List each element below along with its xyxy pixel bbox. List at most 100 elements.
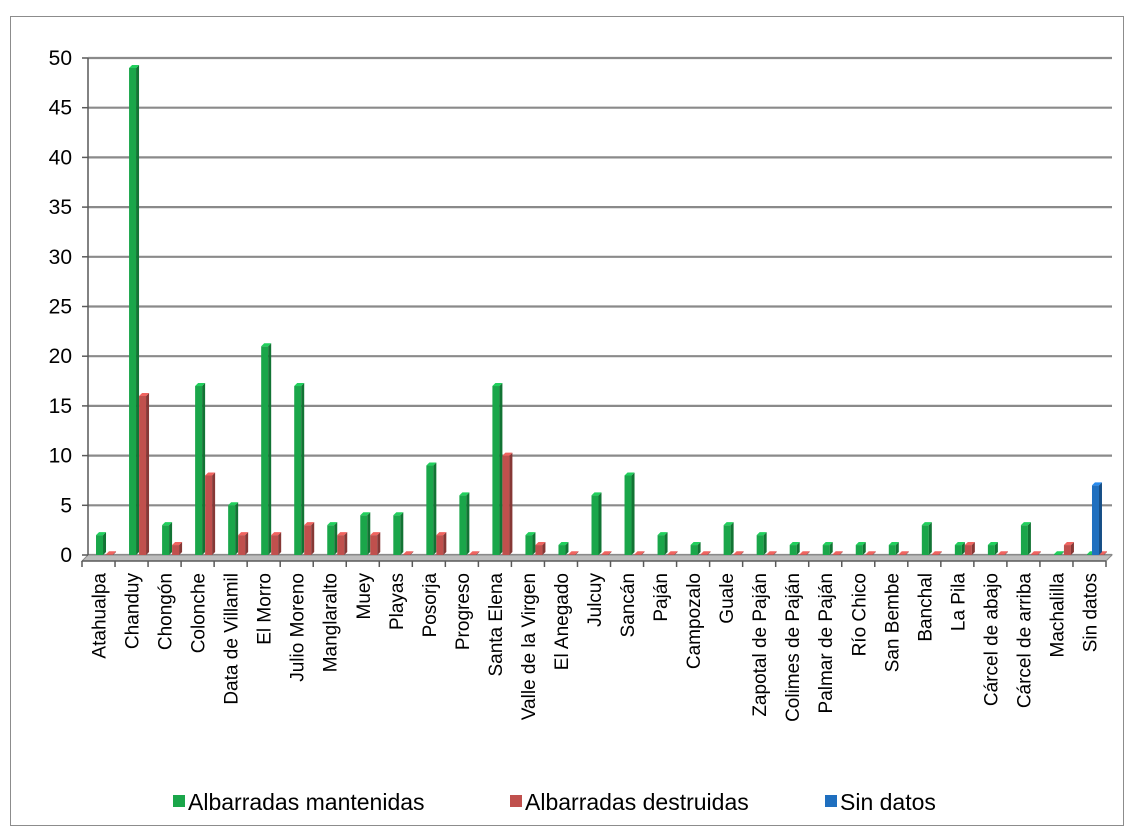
category-label-progreso: Progreso xyxy=(453,573,474,650)
bar-side xyxy=(1004,551,1008,555)
bar-front xyxy=(733,554,741,555)
y-tick-label-35: 35 xyxy=(49,196,72,219)
category-label-valle-de-la-virgen: Valle de la Virgen xyxy=(519,573,540,720)
bar-front xyxy=(723,525,731,555)
bar-front xyxy=(700,554,708,555)
bar-side xyxy=(641,551,645,555)
bar-side xyxy=(839,551,843,555)
bar-albarradas-mantenidas-colimes-de-pajan xyxy=(789,542,800,555)
bar-side xyxy=(905,551,909,555)
bar-albarradas-destruidas-pajan xyxy=(667,551,678,555)
category-label-colimes-de-pajan: Colimes de Paján xyxy=(783,573,804,722)
bar-top xyxy=(525,532,536,536)
bar-top xyxy=(855,542,866,546)
bar-front xyxy=(964,545,972,555)
bar-side xyxy=(1103,551,1107,555)
bar-top xyxy=(789,542,800,546)
bar-front xyxy=(1096,554,1104,555)
bar-albarradas-mantenidas-julcuy xyxy=(591,492,602,555)
bar-albarradas-destruidas-machalilla xyxy=(1063,542,1074,555)
grid-lines xyxy=(88,56,1112,557)
bar-front xyxy=(954,545,962,555)
bar-top xyxy=(294,383,305,387)
bar-top xyxy=(756,532,767,536)
bar-albarradas-mantenidas-la-pila xyxy=(954,542,965,555)
legend-item-sin-datos: Sin datos xyxy=(825,789,936,815)
bar-side xyxy=(202,383,206,555)
bar-front xyxy=(502,455,510,555)
bar-side xyxy=(377,532,381,555)
bar-albarradas-destruidas-el-morro xyxy=(271,532,282,555)
bar-top xyxy=(1020,522,1031,526)
bar-side xyxy=(608,551,612,555)
y-tick-label-50: 50 xyxy=(49,47,72,70)
category-label-guale: Guale xyxy=(717,573,738,624)
bar-top xyxy=(898,551,909,555)
category-label-rio-chico: Río Chico xyxy=(849,573,870,656)
category-label-julio-moreno: Julio Moreno xyxy=(288,573,309,682)
bar-albarradas-destruidas-posorja xyxy=(436,532,447,555)
bar-albarradas-destruidas-rio-chico xyxy=(865,551,876,555)
bar-side xyxy=(410,551,414,555)
bar-front xyxy=(568,554,576,555)
bar-side xyxy=(509,452,513,555)
bar-side xyxy=(367,512,371,555)
bar-albarradas-mantenidas-palmar-de-pajan xyxy=(822,542,833,555)
y-tick-label-0: 0 xyxy=(60,544,72,567)
axes xyxy=(80,57,1114,567)
category-label-manglaralto: Manglaralto xyxy=(321,573,342,672)
bar-side xyxy=(334,522,338,555)
bar-top xyxy=(261,343,272,347)
bar-front xyxy=(492,386,500,555)
bar-top xyxy=(1053,551,1064,555)
bar-side xyxy=(1070,542,1074,555)
bar-front xyxy=(172,545,180,555)
bar-front xyxy=(667,554,675,555)
bar-top xyxy=(535,542,546,546)
bar-top xyxy=(172,542,183,546)
bar-top xyxy=(327,522,338,526)
bar-albarradas-mantenidas-manglaralto xyxy=(327,522,338,555)
bar-top xyxy=(921,522,932,526)
bar-albarradas-mantenidas-zapotal-de-pajan xyxy=(756,532,767,555)
bar-top xyxy=(657,532,668,536)
bar-side xyxy=(707,551,711,555)
bar-top xyxy=(667,551,678,555)
category-label-banchal: Banchal xyxy=(915,573,936,642)
bar-top xyxy=(304,522,315,526)
bar-front xyxy=(789,545,797,555)
bar-side xyxy=(443,532,447,555)
bar-front xyxy=(591,495,599,555)
bar-albarradas-destruidas-chongon xyxy=(172,542,183,555)
bar-side xyxy=(928,522,932,555)
bar-albarradas-destruidas-zapotal-de-pajan xyxy=(766,551,777,555)
bar-front xyxy=(756,535,764,555)
bar-top xyxy=(492,383,503,387)
bar-front xyxy=(261,346,269,555)
bar-top xyxy=(733,551,744,555)
bar-top xyxy=(436,532,447,536)
bar-albarradas-destruidas-santa-elena xyxy=(502,452,513,555)
bar-side xyxy=(664,532,668,555)
bar-side xyxy=(971,542,975,555)
bar-front xyxy=(987,545,995,555)
bar-top xyxy=(106,551,117,555)
bar-top xyxy=(997,551,1008,555)
category-label-chanduy: Chanduy xyxy=(123,573,144,650)
bar-side xyxy=(763,532,767,555)
bar-top xyxy=(228,502,239,506)
legend-label: Sin datos xyxy=(840,789,936,815)
bar-albarradas-destruidas-carcel-de-arriba xyxy=(1030,551,1041,555)
bar-front xyxy=(459,495,467,555)
y-tick-label-30: 30 xyxy=(49,246,72,269)
bar-side xyxy=(245,532,249,555)
bar-side xyxy=(301,383,305,555)
bar-top xyxy=(238,532,249,536)
bar-top xyxy=(1063,542,1074,546)
y-tick-label-45: 45 xyxy=(49,97,72,120)
bar-side xyxy=(268,343,272,555)
bar-front xyxy=(558,545,566,555)
bar-front xyxy=(271,535,279,555)
bar-side xyxy=(730,522,734,555)
legend: Albarradas mantenidas Albarradas destruid… xyxy=(173,789,936,815)
